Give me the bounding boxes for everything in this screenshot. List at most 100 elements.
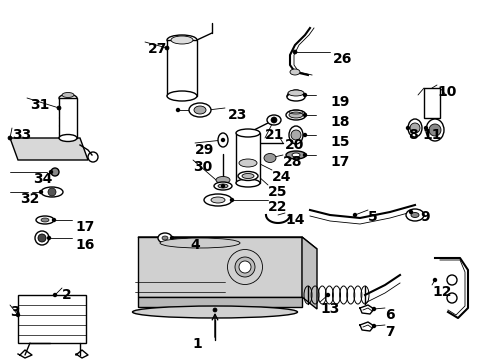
Ellipse shape (62, 93, 74, 98)
Circle shape (176, 108, 179, 112)
Text: 3: 3 (10, 305, 20, 319)
Circle shape (272, 118, 275, 122)
Text: 9: 9 (420, 210, 430, 224)
Text: 29: 29 (195, 143, 215, 157)
Circle shape (303, 153, 307, 157)
Ellipse shape (218, 133, 228, 147)
Circle shape (239, 261, 251, 273)
Circle shape (271, 117, 277, 123)
Ellipse shape (189, 103, 211, 117)
Ellipse shape (162, 236, 168, 240)
Circle shape (40, 190, 43, 194)
Ellipse shape (292, 153, 300, 157)
Text: 7: 7 (385, 325, 394, 339)
Ellipse shape (59, 135, 77, 141)
Ellipse shape (264, 153, 276, 162)
Ellipse shape (35, 231, 49, 245)
Text: 23: 23 (228, 108, 247, 122)
Text: 26: 26 (333, 52, 352, 66)
Ellipse shape (287, 93, 305, 101)
Text: 8: 8 (408, 128, 418, 142)
Circle shape (424, 126, 427, 130)
Ellipse shape (218, 184, 228, 188)
Circle shape (410, 123, 420, 133)
Text: 6: 6 (385, 308, 394, 322)
Text: 30: 30 (193, 160, 212, 174)
Text: 15: 15 (330, 135, 349, 149)
Circle shape (221, 184, 224, 188)
Text: 32: 32 (20, 192, 39, 206)
Bar (236, 133, 260, 183)
Text: 17: 17 (75, 220, 95, 234)
Circle shape (303, 94, 307, 96)
Ellipse shape (288, 90, 304, 96)
Ellipse shape (236, 179, 260, 187)
Circle shape (291, 130, 301, 140)
Bar (59, 98, 77, 138)
Ellipse shape (426, 119, 444, 141)
Polygon shape (138, 297, 302, 307)
Circle shape (165, 46, 169, 50)
Text: 12: 12 (432, 285, 451, 299)
Ellipse shape (236, 129, 260, 137)
Polygon shape (10, 138, 88, 160)
Ellipse shape (204, 194, 232, 206)
Ellipse shape (406, 209, 424, 221)
Circle shape (57, 106, 61, 110)
Ellipse shape (211, 197, 225, 203)
Ellipse shape (408, 119, 422, 137)
Circle shape (38, 234, 46, 242)
Ellipse shape (289, 112, 303, 118)
Circle shape (429, 124, 441, 136)
Text: 4: 4 (190, 238, 200, 252)
Ellipse shape (132, 306, 297, 318)
Text: 5: 5 (368, 210, 378, 224)
Circle shape (51, 168, 59, 176)
Text: 18: 18 (330, 115, 349, 129)
Circle shape (230, 198, 234, 202)
Polygon shape (302, 237, 317, 309)
Ellipse shape (239, 159, 257, 167)
Ellipse shape (158, 233, 172, 243)
Circle shape (293, 50, 297, 54)
Circle shape (8, 136, 12, 140)
Circle shape (221, 139, 224, 141)
Text: 22: 22 (268, 200, 288, 214)
Circle shape (326, 293, 329, 297)
Ellipse shape (411, 212, 419, 217)
Text: 11: 11 (422, 128, 441, 142)
Circle shape (353, 213, 357, 216)
Circle shape (372, 324, 375, 328)
Text: 10: 10 (437, 85, 456, 99)
Ellipse shape (216, 176, 230, 184)
Ellipse shape (290, 69, 300, 75)
Ellipse shape (235, 257, 255, 277)
Ellipse shape (41, 218, 49, 222)
Circle shape (303, 113, 307, 117)
Text: 28: 28 (283, 155, 302, 169)
Ellipse shape (267, 115, 281, 125)
Text: 31: 31 (30, 98, 49, 112)
Text: 34: 34 (33, 172, 52, 186)
Polygon shape (138, 237, 302, 297)
Ellipse shape (286, 151, 306, 159)
Circle shape (17, 314, 20, 316)
Ellipse shape (242, 174, 254, 179)
Text: 13: 13 (320, 302, 340, 316)
Text: 25: 25 (268, 185, 288, 199)
Text: 33: 33 (12, 128, 31, 142)
Ellipse shape (171, 36, 193, 44)
Ellipse shape (238, 171, 258, 180)
Circle shape (434, 279, 437, 282)
Polygon shape (138, 237, 317, 249)
Circle shape (48, 237, 50, 239)
Ellipse shape (160, 238, 240, 248)
Bar (424, 88, 440, 118)
Text: 19: 19 (330, 95, 349, 109)
Ellipse shape (194, 106, 206, 114)
Text: 27: 27 (148, 42, 168, 56)
Text: 1: 1 (192, 337, 202, 351)
Circle shape (213, 308, 217, 312)
Circle shape (48, 188, 56, 196)
Circle shape (410, 211, 413, 213)
